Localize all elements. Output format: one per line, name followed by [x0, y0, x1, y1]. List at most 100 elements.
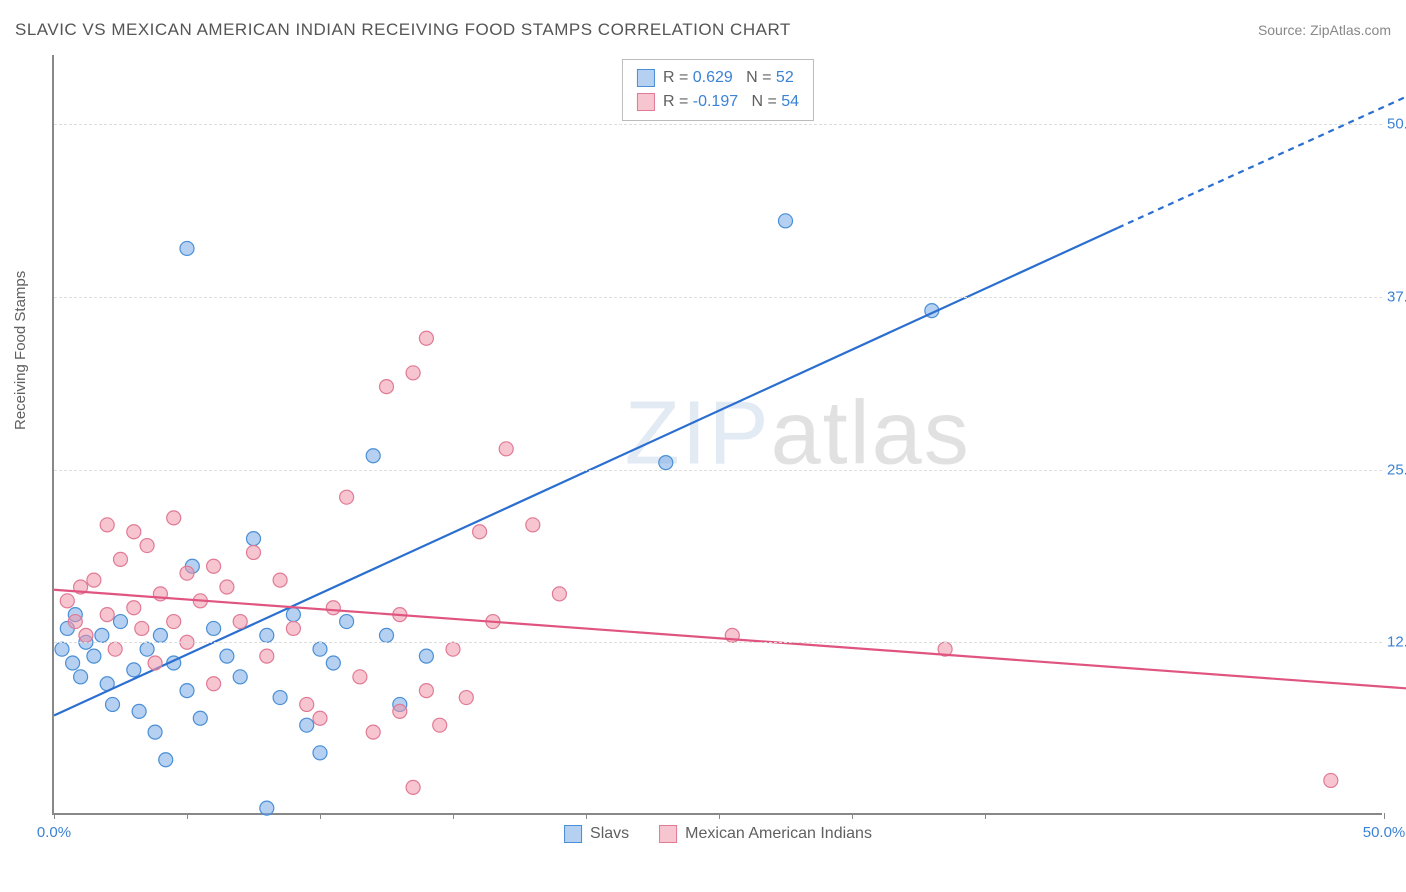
scatter-point [260, 628, 274, 642]
x-tick-mark [586, 813, 587, 819]
scatter-point [473, 525, 487, 539]
scatter-point [167, 615, 181, 629]
scatter-point [300, 718, 314, 732]
scatter-point [459, 691, 473, 705]
x-tick-mark [54, 813, 55, 819]
chart-title: SLAVIC VS MEXICAN AMERICAN INDIAN RECEIV… [15, 20, 791, 40]
source-prefix: Source: [1258, 22, 1310, 38]
x-tick-mark [453, 813, 454, 819]
scatter-point [247, 545, 261, 559]
scatter-point [526, 518, 540, 532]
scatter-point [114, 552, 128, 566]
scatter-point [135, 621, 149, 635]
scatter-point [779, 214, 793, 228]
scatter-point [260, 649, 274, 663]
scatter-point [106, 697, 120, 711]
scatter-point [326, 601, 340, 615]
scatter-point [419, 649, 433, 663]
y-tick-label: 37.5% [1387, 288, 1406, 305]
scatter-point [180, 566, 194, 580]
scatter-point [260, 801, 274, 815]
scatter-point [353, 670, 367, 684]
scatter-point [79, 628, 93, 642]
scatter-point [127, 663, 141, 677]
scatter-point [273, 573, 287, 587]
scatter-point [207, 621, 221, 635]
stats-row: R = 0.629 N = 52 [637, 66, 799, 90]
legend-item: Mexican American Indians [659, 825, 872, 843]
scatter-point [100, 608, 114, 622]
gridline [54, 297, 1382, 298]
scatter-point [380, 380, 394, 394]
scatter-point [233, 615, 247, 629]
trend-line-dashed [1118, 83, 1406, 228]
scatter-point [286, 608, 300, 622]
scatter-point [68, 615, 82, 629]
scatter-point [1324, 773, 1338, 787]
scatter-point [247, 532, 261, 546]
scatter-point [74, 670, 88, 684]
scatter-point [167, 511, 181, 525]
scatter-point [366, 449, 380, 463]
scatter-point [207, 677, 221, 691]
x-tick-mark [187, 813, 188, 819]
scatter-point [148, 656, 162, 670]
scatter-point [132, 704, 146, 718]
scatter-point [207, 559, 221, 573]
scatter-point [380, 628, 394, 642]
stats-text: R = 0.629 N = 52 [663, 66, 794, 90]
scatter-point [100, 518, 114, 532]
scatter-point [180, 241, 194, 255]
scatter-point [127, 525, 141, 539]
series-legend: SlavsMexican American Indians [564, 825, 872, 843]
scatter-point [433, 718, 447, 732]
x-tick-mark [719, 813, 720, 819]
stats-row: R = -0.197 N = 54 [637, 90, 799, 114]
scatter-point [108, 642, 122, 656]
gridline [54, 470, 1382, 471]
scatter-point [313, 746, 327, 760]
scatter-point [499, 442, 513, 456]
gridline [54, 642, 1382, 643]
scatter-point [446, 642, 460, 656]
legend-label: Mexican American Indians [685, 825, 872, 843]
scatter-point [419, 331, 433, 345]
scatter-point [180, 684, 194, 698]
scatter-point [55, 642, 69, 656]
x-tick-label: 0.0% [37, 824, 71, 841]
scatter-point [140, 642, 154, 656]
scatter-point [220, 649, 234, 663]
stats-legend: R = 0.629 N = 52R = -0.197 N = 54 [622, 59, 814, 121]
scatter-point [159, 753, 173, 767]
scatter-point [340, 490, 354, 504]
scatter-point [153, 628, 167, 642]
chart-plot-area: ZIPatlas R = 0.629 N = 52R = -0.197 N = … [52, 55, 1382, 815]
stats-text: R = -0.197 N = 54 [663, 90, 799, 114]
scatter-point [366, 725, 380, 739]
legend-swatch [637, 93, 655, 111]
y-axis-label: Receiving Food Stamps [12, 271, 29, 430]
scatter-point [300, 697, 314, 711]
scatter-point [273, 691, 287, 705]
scatter-point [87, 649, 101, 663]
scatter-point [127, 601, 141, 615]
scatter-point [66, 656, 80, 670]
y-tick-label: 12.5% [1387, 634, 1406, 651]
scatter-point [326, 656, 340, 670]
x-tick-label: 50.0% [1363, 824, 1406, 841]
scatter-point [313, 711, 327, 725]
scatter-point [286, 621, 300, 635]
scatter-point [313, 642, 327, 656]
scatter-point [340, 615, 354, 629]
legend-swatch [637, 69, 655, 87]
scatter-svg [54, 55, 1382, 813]
scatter-point [393, 704, 407, 718]
scatter-point [95, 628, 109, 642]
source-label: Source: ZipAtlas.com [1258, 22, 1391, 38]
x-tick-mark [852, 813, 853, 819]
x-tick-mark [1384, 813, 1385, 819]
scatter-point [659, 456, 673, 470]
source-link[interactable]: ZipAtlas.com [1310, 22, 1391, 38]
x-tick-mark [985, 813, 986, 819]
scatter-point [60, 594, 74, 608]
